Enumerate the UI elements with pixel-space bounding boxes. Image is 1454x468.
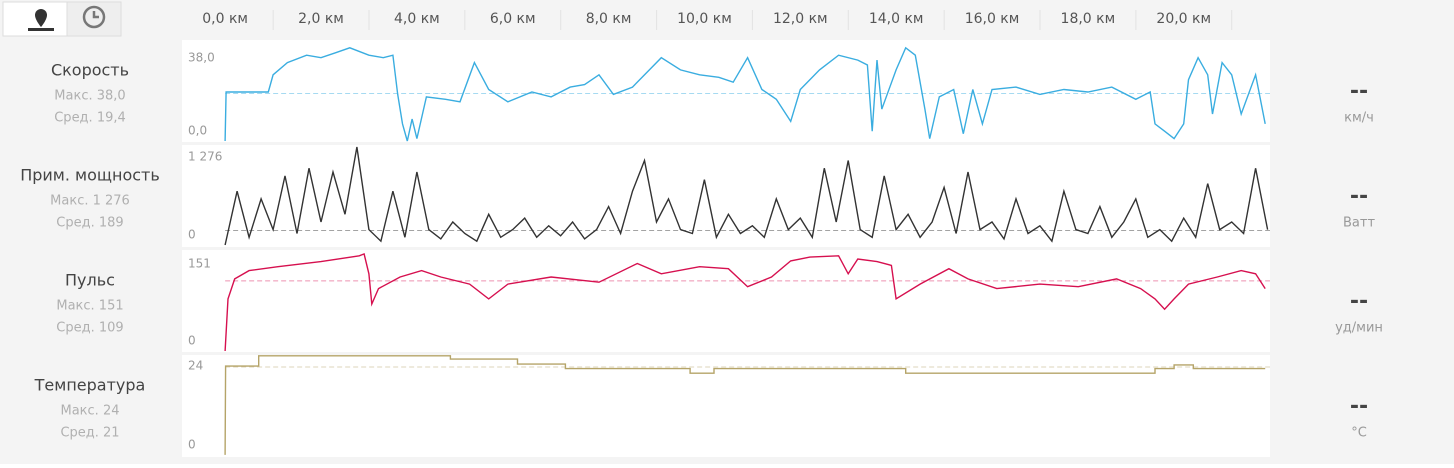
current-value: -- — [1350, 289, 1368, 314]
unit-label: °C — [1351, 426, 1367, 441]
row-label-panel — [0, 355, 180, 457]
avg-label: Сред. 21 — [60, 426, 119, 441]
x-tick-label: 0,0 км — [202, 11, 248, 27]
chart-row: Скорость Макс. 38,0 Сред. 19,4 -- км/ч 38,0 0,… — [0, 40, 1448, 142]
current-value: -- — [1350, 394, 1368, 419]
value-panel — [1280, 250, 1448, 352]
current-value: -- — [1350, 79, 1368, 104]
row-title: Прим. мощность — [20, 166, 160, 185]
x-tick-label: 14,0 км — [869, 11, 924, 27]
x-tick-label: 20,0 км — [1156, 11, 1211, 27]
value-panel — [1280, 355, 1448, 457]
y-tick-label: 1 276 — [188, 149, 222, 163]
chart-row: Пульс Макс. 151 Сред. 109 -- уд/мин 151 0 — [0, 250, 1448, 352]
row-label-panel — [0, 145, 180, 247]
top-bar — [0, 0, 1454, 38]
y-tick-label: 0 — [188, 333, 196, 347]
x-tick-label: 6,0 км — [490, 11, 536, 27]
x-tick-label: 10,0 км — [677, 11, 732, 27]
x-tick-label: 4,0 км — [394, 11, 440, 27]
current-value: -- — [1350, 184, 1368, 209]
data-line — [224, 252, 1266, 352]
chart-row: Температура Макс. 24 Сред. 21 -- °C 24 0 — [0, 355, 1448, 457]
x-tick-label: 2,0 км — [298, 11, 344, 27]
plot-area — [182, 145, 1270, 247]
x-tick-label: 8,0 км — [586, 11, 632, 27]
unit-label: уд/мин — [1335, 321, 1383, 336]
x-axis: 0,0 км 2,0 км 4,0 км 6,0 км 8,0 км 10,0 км 12,… — [202, 10, 1233, 30]
x-tick-label: 12,0 км — [773, 11, 828, 27]
value-panel — [1280, 145, 1448, 247]
avg-label: Сред. 19,4 — [54, 111, 126, 126]
plot-area — [182, 40, 1270, 142]
y-tick-label: 0 — [188, 228, 196, 242]
y-tick-label: 0 — [188, 437, 196, 451]
max-label: Макс. 38,0 — [54, 89, 125, 104]
y-tick-label: 24 — [188, 358, 203, 372]
avg-label: Сред. 109 — [56, 321, 123, 336]
pin-base — [28, 28, 54, 31]
row-label-panel — [0, 40, 180, 142]
max-label: Макс. 24 — [61, 404, 120, 419]
row-title: Температура — [34, 376, 146, 395]
clock-hands — [92, 11, 99, 19]
value-panel — [1280, 40, 1448, 142]
row-label-panel — [0, 250, 180, 352]
data-line — [224, 355, 1266, 455]
pin-icon — [35, 9, 47, 27]
data-line — [224, 146, 1269, 246]
chart-rows: Скорость Макс. 38,0 Сред. 19,4 -- км/ч 38,0 0,… — [0, 40, 1448, 457]
max-label: Макс. 151 — [56, 299, 123, 314]
avg-label: Сред. 189 — [56, 216, 123, 231]
unit-label: км/ч — [1344, 111, 1374, 126]
y-tick-label: 38,0 — [188, 50, 215, 64]
chart-row: Прим. мощность Макс. 1 276 Сред. 189 -- Ватт… — [0, 145, 1448, 247]
max-label: Макс. 1 276 — [50, 194, 130, 209]
x-tick-label: 16,0 км — [965, 11, 1020, 27]
row-title: Скорость — [51, 61, 129, 80]
data-line — [224, 46, 1266, 142]
plot-area — [182, 355, 1270, 457]
y-tick-label: 0,0 — [188, 124, 207, 138]
unit-label: Ватт — [1343, 216, 1375, 231]
clock-icon — [82, 5, 106, 29]
y-tick-label: 151 — [188, 256, 211, 270]
row-title: Пульс — [65, 271, 115, 290]
plot-area — [182, 250, 1270, 352]
x-tick-label: 18,0 км — [1061, 11, 1116, 27]
